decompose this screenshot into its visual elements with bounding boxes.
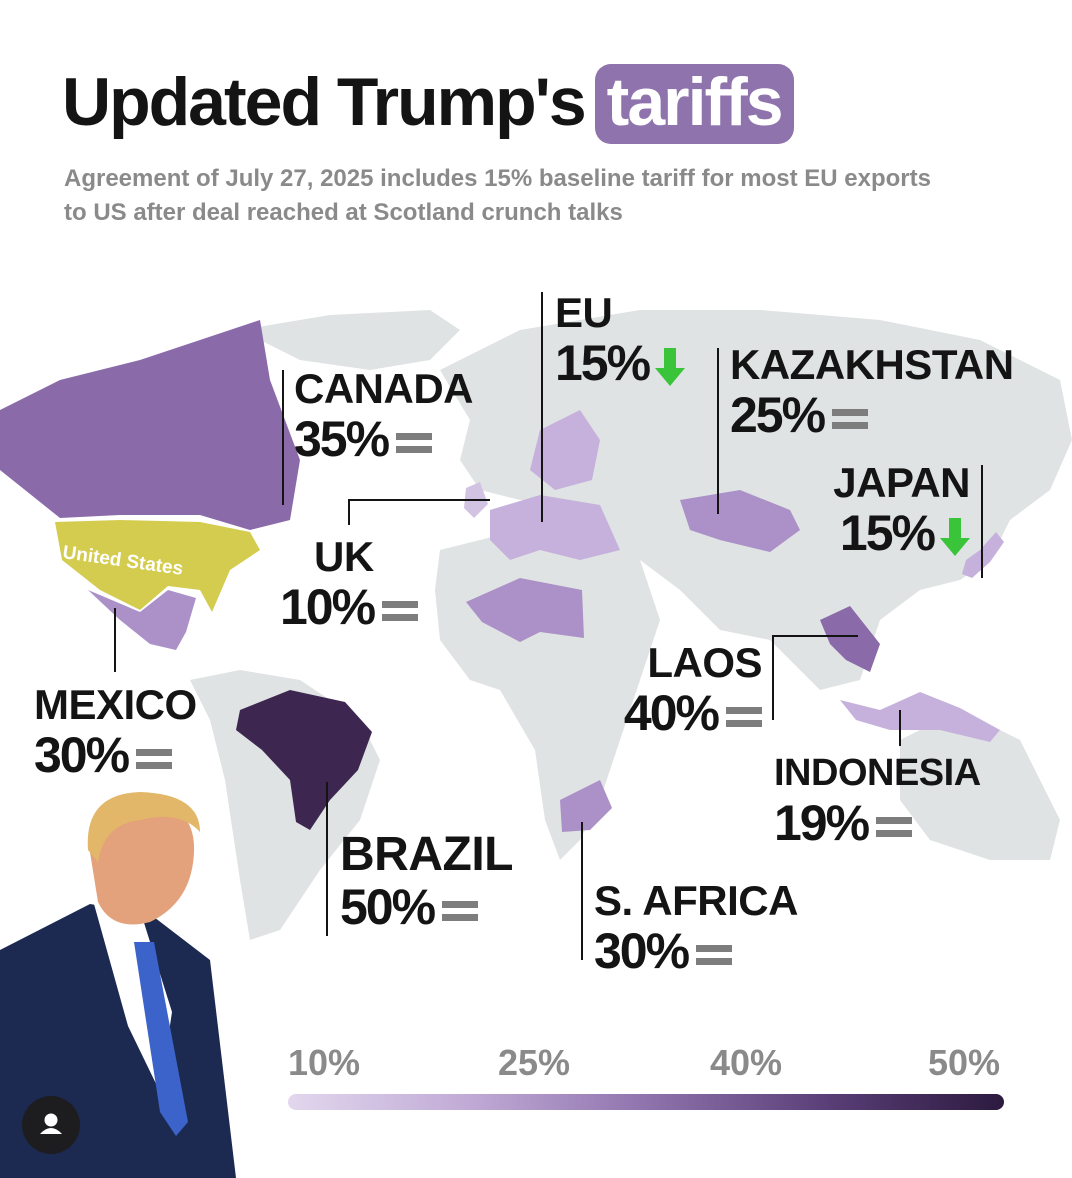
legend-tick-10: 10%	[288, 1042, 361, 1083]
label-uk: UK 10%	[280, 533, 419, 634]
tariff-rate: 15%	[820, 506, 970, 560]
title-text: Updated Trump's	[62, 64, 587, 140]
label-brazil: BRAZIL 50%	[340, 828, 513, 935]
equal-icon	[832, 408, 869, 429]
tariff-rate: 30%	[34, 728, 197, 782]
country-name: JAPAN	[833, 459, 970, 506]
region-kazakhstan	[680, 490, 800, 552]
region-north-africa	[466, 578, 584, 642]
region-canada	[0, 320, 300, 530]
label-kazakhstan: KAZAKHSTAN 25%	[730, 341, 1014, 443]
country-name: BRAZIL	[340, 828, 513, 881]
equal-icon	[382, 600, 419, 621]
subtitle: Agreement of July 27, 2025 includes 15% …	[64, 165, 931, 226]
label-canada: CANADA 35%	[294, 365, 474, 467]
country-name: S. AFRICA	[594, 877, 798, 924]
equal-icon	[442, 900, 479, 921]
tariff-rate: 30%	[594, 924, 798, 978]
arrow-down-icon	[940, 517, 970, 556]
label-south-africa: S. AFRICA 30%	[594, 877, 798, 979]
equal-icon	[136, 748, 173, 769]
tariff-rate: 40%	[598, 686, 762, 740]
label-indonesia: INDONESIA 19%	[774, 750, 981, 850]
legend-color-scale	[288, 1094, 1004, 1110]
tariff-rate: 19%	[774, 796, 981, 850]
region-south-africa	[560, 780, 612, 832]
region-brazil	[236, 690, 372, 830]
country-name: INDONESIA	[774, 752, 981, 794]
world-map: United States	[0, 292, 1072, 960]
country-name: CANADA	[294, 365, 474, 412]
country-name: MEXICO	[34, 681, 197, 728]
tariff-rate: 35%	[294, 412, 473, 466]
label-eu: EU 15%	[555, 289, 686, 390]
country-name: LAOS	[647, 639, 762, 686]
country-name: KAZAKHSTAN	[730, 341, 1014, 388]
region-laos	[820, 606, 880, 672]
region-eu	[490, 410, 620, 560]
equal-icon	[396, 432, 433, 453]
tariff-rate: 10%	[280, 580, 419, 634]
region-indonesia	[840, 692, 1000, 742]
label-japan: JAPAN 15%	[820, 459, 970, 561]
region-us	[55, 520, 260, 612]
equal-icon	[876, 816, 913, 837]
country-name: EU	[555, 289, 613, 336]
account-button[interactable]	[22, 1096, 80, 1154]
legend-tick-25: 25%	[498, 1042, 571, 1083]
tariff-rate: 15%	[555, 336, 686, 390]
leader-lines	[114, 292, 983, 960]
label-mexico: MEXICO 30%	[34, 681, 197, 783]
tariff-rate: 25%	[730, 388, 1014, 442]
legend-tick-50: 50%	[928, 1042, 1001, 1083]
label-laos: LAOS 40%	[598, 639, 763, 741]
legend-tick-40: 40%	[710, 1042, 783, 1083]
title-highlight: tariffs	[594, 64, 794, 144]
region-mexico	[88, 590, 196, 650]
equal-icon	[726, 706, 762, 727]
equal-icon	[696, 944, 733, 965]
country-name: UK	[314, 533, 374, 580]
page-title: Updated Trump's tariffs	[62, 62, 794, 144]
arrow-down-icon	[655, 347, 686, 386]
user-icon	[40, 1113, 62, 1134]
tariff-rate: 50%	[340, 880, 513, 934]
